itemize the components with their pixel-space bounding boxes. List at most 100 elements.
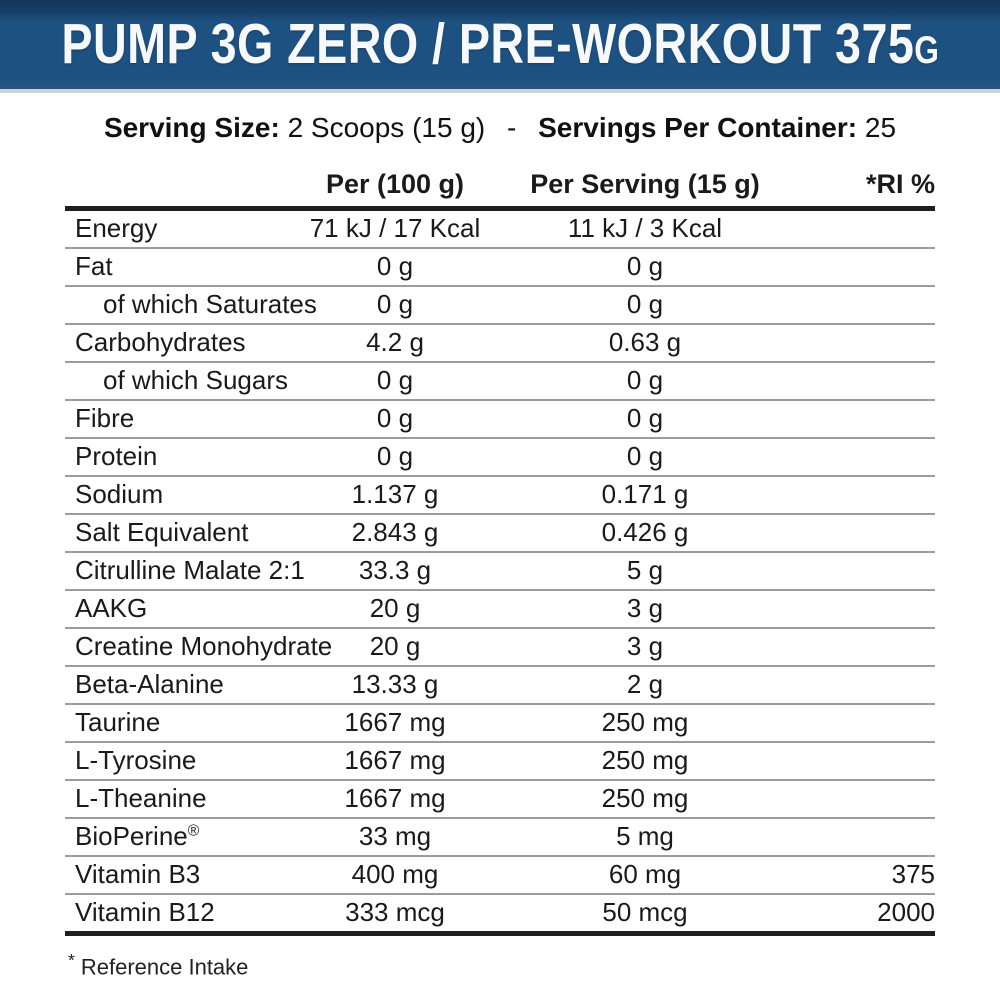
per-100g-cell: 400 mg bbox=[305, 854, 485, 894]
table-row: Salt Equivalent 2.843 g 0.426 g bbox=[65, 512, 935, 552]
nutrition-table-body: Energy 71 kJ / 17 Kcal 11 kJ / 3 Kcal Fat 0 … bbox=[65, 208, 935, 934]
product-title: PUMP 3G ZERO / PRE-WORKOUT 375G bbox=[61, 16, 939, 73]
nutrient-name-cell: Fibre bbox=[65, 398, 305, 438]
table-row: Sodium 1.137 g 0.171 g bbox=[65, 474, 935, 514]
ri-percent-cell bbox=[805, 778, 935, 818]
per-serving-cell: 0.171 g bbox=[485, 474, 805, 514]
column-header-per-serving: Per Serving (15 g) bbox=[485, 166, 805, 211]
ri-percent-cell bbox=[805, 284, 935, 324]
registered-trademark-symbol: ® bbox=[187, 821, 200, 839]
per-100g-cell: 1667 mg bbox=[305, 778, 485, 818]
nutrient-name-cell: Vitamin B12 bbox=[65, 892, 305, 934]
nutrient-name-cell: of which Saturates bbox=[65, 284, 317, 324]
product-title-main: PUMP 3G ZERO / PRE-WORKOUT 375 bbox=[60, 12, 914, 76]
ri-percent-cell bbox=[805, 208, 935, 248]
per-serving-cell: 0.63 g bbox=[485, 322, 805, 362]
nutrient-name-cell: Beta-Alanine bbox=[65, 664, 305, 704]
ri-percent-cell: 375 bbox=[805, 854, 935, 894]
ri-percent-cell bbox=[805, 588, 935, 628]
nutrition-table-header: Per (100 g) Per Serving (15 g) *RI % bbox=[65, 166, 935, 211]
per-100g-cell: 33.3 g bbox=[305, 550, 485, 590]
per-100g-cell: 0 g bbox=[305, 436, 485, 476]
ri-percent-cell: 2000 bbox=[805, 892, 935, 934]
footnote-marker: * bbox=[68, 949, 75, 970]
nutrient-name-cell: Carbohydrates bbox=[65, 322, 305, 362]
ri-percent-cell bbox=[805, 816, 935, 856]
table-row: L-Tyrosine 1667 mg 250 mg bbox=[65, 740, 935, 780]
ri-percent-cell bbox=[805, 360, 935, 400]
per-100g-cell: 1667 mg bbox=[305, 702, 485, 742]
per-serving-cell: 5 g bbox=[485, 550, 805, 590]
servings-per-container-label: Servings Per Container: bbox=[538, 112, 858, 143]
nutrient-name-cell: Creatine Monohydrate bbox=[65, 626, 332, 666]
serving-size-label: Serving Size: bbox=[103, 112, 280, 143]
per-serving-cell: 0 g bbox=[485, 246, 805, 286]
footnote-text: Reference Intake bbox=[80, 953, 249, 979]
serving-info-line: Serving Size: 2 Scoops (15 g) - Servings… bbox=[0, 111, 1000, 145]
nutrient-name-cell: Vitamin B3 bbox=[65, 854, 305, 894]
per-serving-cell: 3 g bbox=[485, 626, 805, 666]
nutrient-name-cell: AAKG bbox=[65, 588, 305, 628]
per-serving-cell: 0 g bbox=[485, 398, 805, 438]
table-row: L-Theanine 1667 mg 250 mg bbox=[65, 778, 935, 818]
per-serving-cell: 0.426 g bbox=[485, 512, 805, 552]
product-title-unit: G bbox=[913, 29, 940, 72]
nutrition-table: Per (100 g) Per Serving (15 g) *RI % Ene… bbox=[65, 166, 935, 936]
per-serving-cell: 50 mcg bbox=[485, 892, 805, 934]
ri-percent-cell bbox=[805, 702, 935, 742]
table-row: Vitamin B12 333 mcg 50 mcg 2000 bbox=[65, 892, 935, 934]
ri-percent-cell bbox=[805, 398, 935, 438]
per-100g-cell: 0 g bbox=[305, 246, 485, 286]
ri-percent-cell bbox=[805, 664, 935, 704]
ri-percent-cell bbox=[805, 246, 935, 286]
per-100g-cell: 2.843 g bbox=[305, 512, 485, 552]
ri-percent-cell bbox=[805, 322, 935, 362]
nutrient-name-cell: Protein bbox=[65, 436, 305, 476]
nutrient-name-cell: Citrulline Malate 2:1 bbox=[65, 550, 305, 590]
per-serving-cell: 0 g bbox=[485, 284, 805, 324]
per-serving-cell: 2 g bbox=[485, 664, 805, 704]
nutrient-name-cell: L-Tyrosine bbox=[65, 740, 305, 780]
nutrient-name-cell: Salt Equivalent bbox=[65, 512, 305, 552]
per-100g-cell: 0 g bbox=[305, 398, 485, 438]
per-100g-cell: 33 mg bbox=[305, 816, 485, 856]
column-header-nutrient bbox=[65, 166, 305, 211]
per-serving-cell: 250 mg bbox=[485, 778, 805, 818]
column-header-per-100g: Per (100 g) bbox=[305, 166, 485, 211]
column-header-ri-percent: *RI % bbox=[805, 166, 935, 211]
per-serving-cell: 60 mg bbox=[485, 854, 805, 894]
ri-percent-cell bbox=[805, 474, 935, 514]
product-banner: PUMP 3G ZERO / PRE-WORKOUT 375G bbox=[0, 0, 1000, 93]
per-serving-cell: 250 mg bbox=[485, 702, 805, 742]
per-100g-cell: 333 mcg bbox=[305, 892, 485, 934]
table-row: BioPerine® 33 mg 5 mg bbox=[65, 816, 935, 856]
serving-separator: - bbox=[507, 112, 517, 143]
table-row: Energy 71 kJ / 17 Kcal 11 kJ / 3 Kcal bbox=[65, 208, 935, 248]
servings-per-container-value: 25 bbox=[864, 112, 897, 143]
nutrient-name-cell: BioPerine® bbox=[65, 816, 305, 856]
per-serving-cell: 250 mg bbox=[485, 740, 805, 780]
ri-percent-cell bbox=[805, 436, 935, 476]
table-row: Vitamin B3 400 mg 60 mg 375 bbox=[65, 854, 935, 894]
per-100g-cell: 1667 mg bbox=[305, 740, 485, 780]
nutrient-name-cell: Taurine bbox=[65, 702, 305, 742]
per-serving-cell: 11 kJ / 3 Kcal bbox=[567, 212, 723, 243]
ri-percent-cell bbox=[805, 550, 935, 590]
per-100g-cell: 0 g bbox=[305, 360, 485, 400]
per-serving-cell: 3 g bbox=[485, 588, 805, 628]
ri-percent-cell bbox=[805, 626, 935, 666]
per-100g-cell: 4.2 g bbox=[305, 322, 485, 362]
header-row: Per (100 g) Per Serving (15 g) *RI % bbox=[65, 166, 935, 211]
nutrient-name-cell: L-Theanine bbox=[65, 778, 305, 818]
per-100g-cell: 20 g bbox=[305, 588, 485, 628]
per-serving-cell: 0 g bbox=[485, 360, 805, 400]
per-serving-cell: 0 g bbox=[485, 436, 805, 476]
